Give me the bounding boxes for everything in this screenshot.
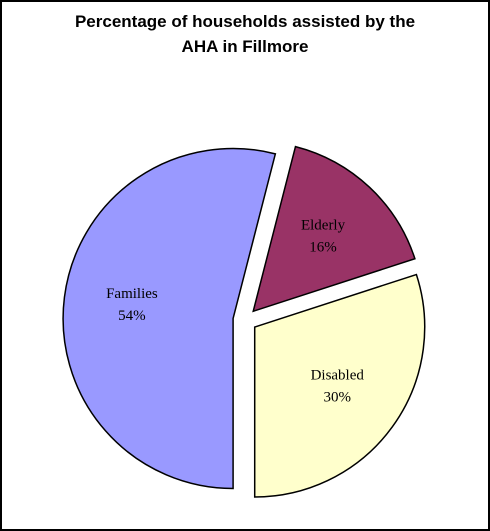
chart-title: Percentage of households assisted by the [75, 12, 415, 31]
slice-value-label: 16% [309, 239, 337, 255]
pie-slice [252, 145, 416, 313]
slice-value-label: 54% [118, 308, 146, 324]
pie-slice [253, 273, 426, 498]
pie-slice [62, 147, 277, 490]
slice-label: Families [106, 286, 158, 302]
slice-label: Disabled [311, 367, 365, 383]
slice-label: Elderly [301, 217, 346, 233]
slice-value-label: 30% [323, 389, 351, 405]
chart-title: AHA in Fillmore [182, 37, 309, 56]
